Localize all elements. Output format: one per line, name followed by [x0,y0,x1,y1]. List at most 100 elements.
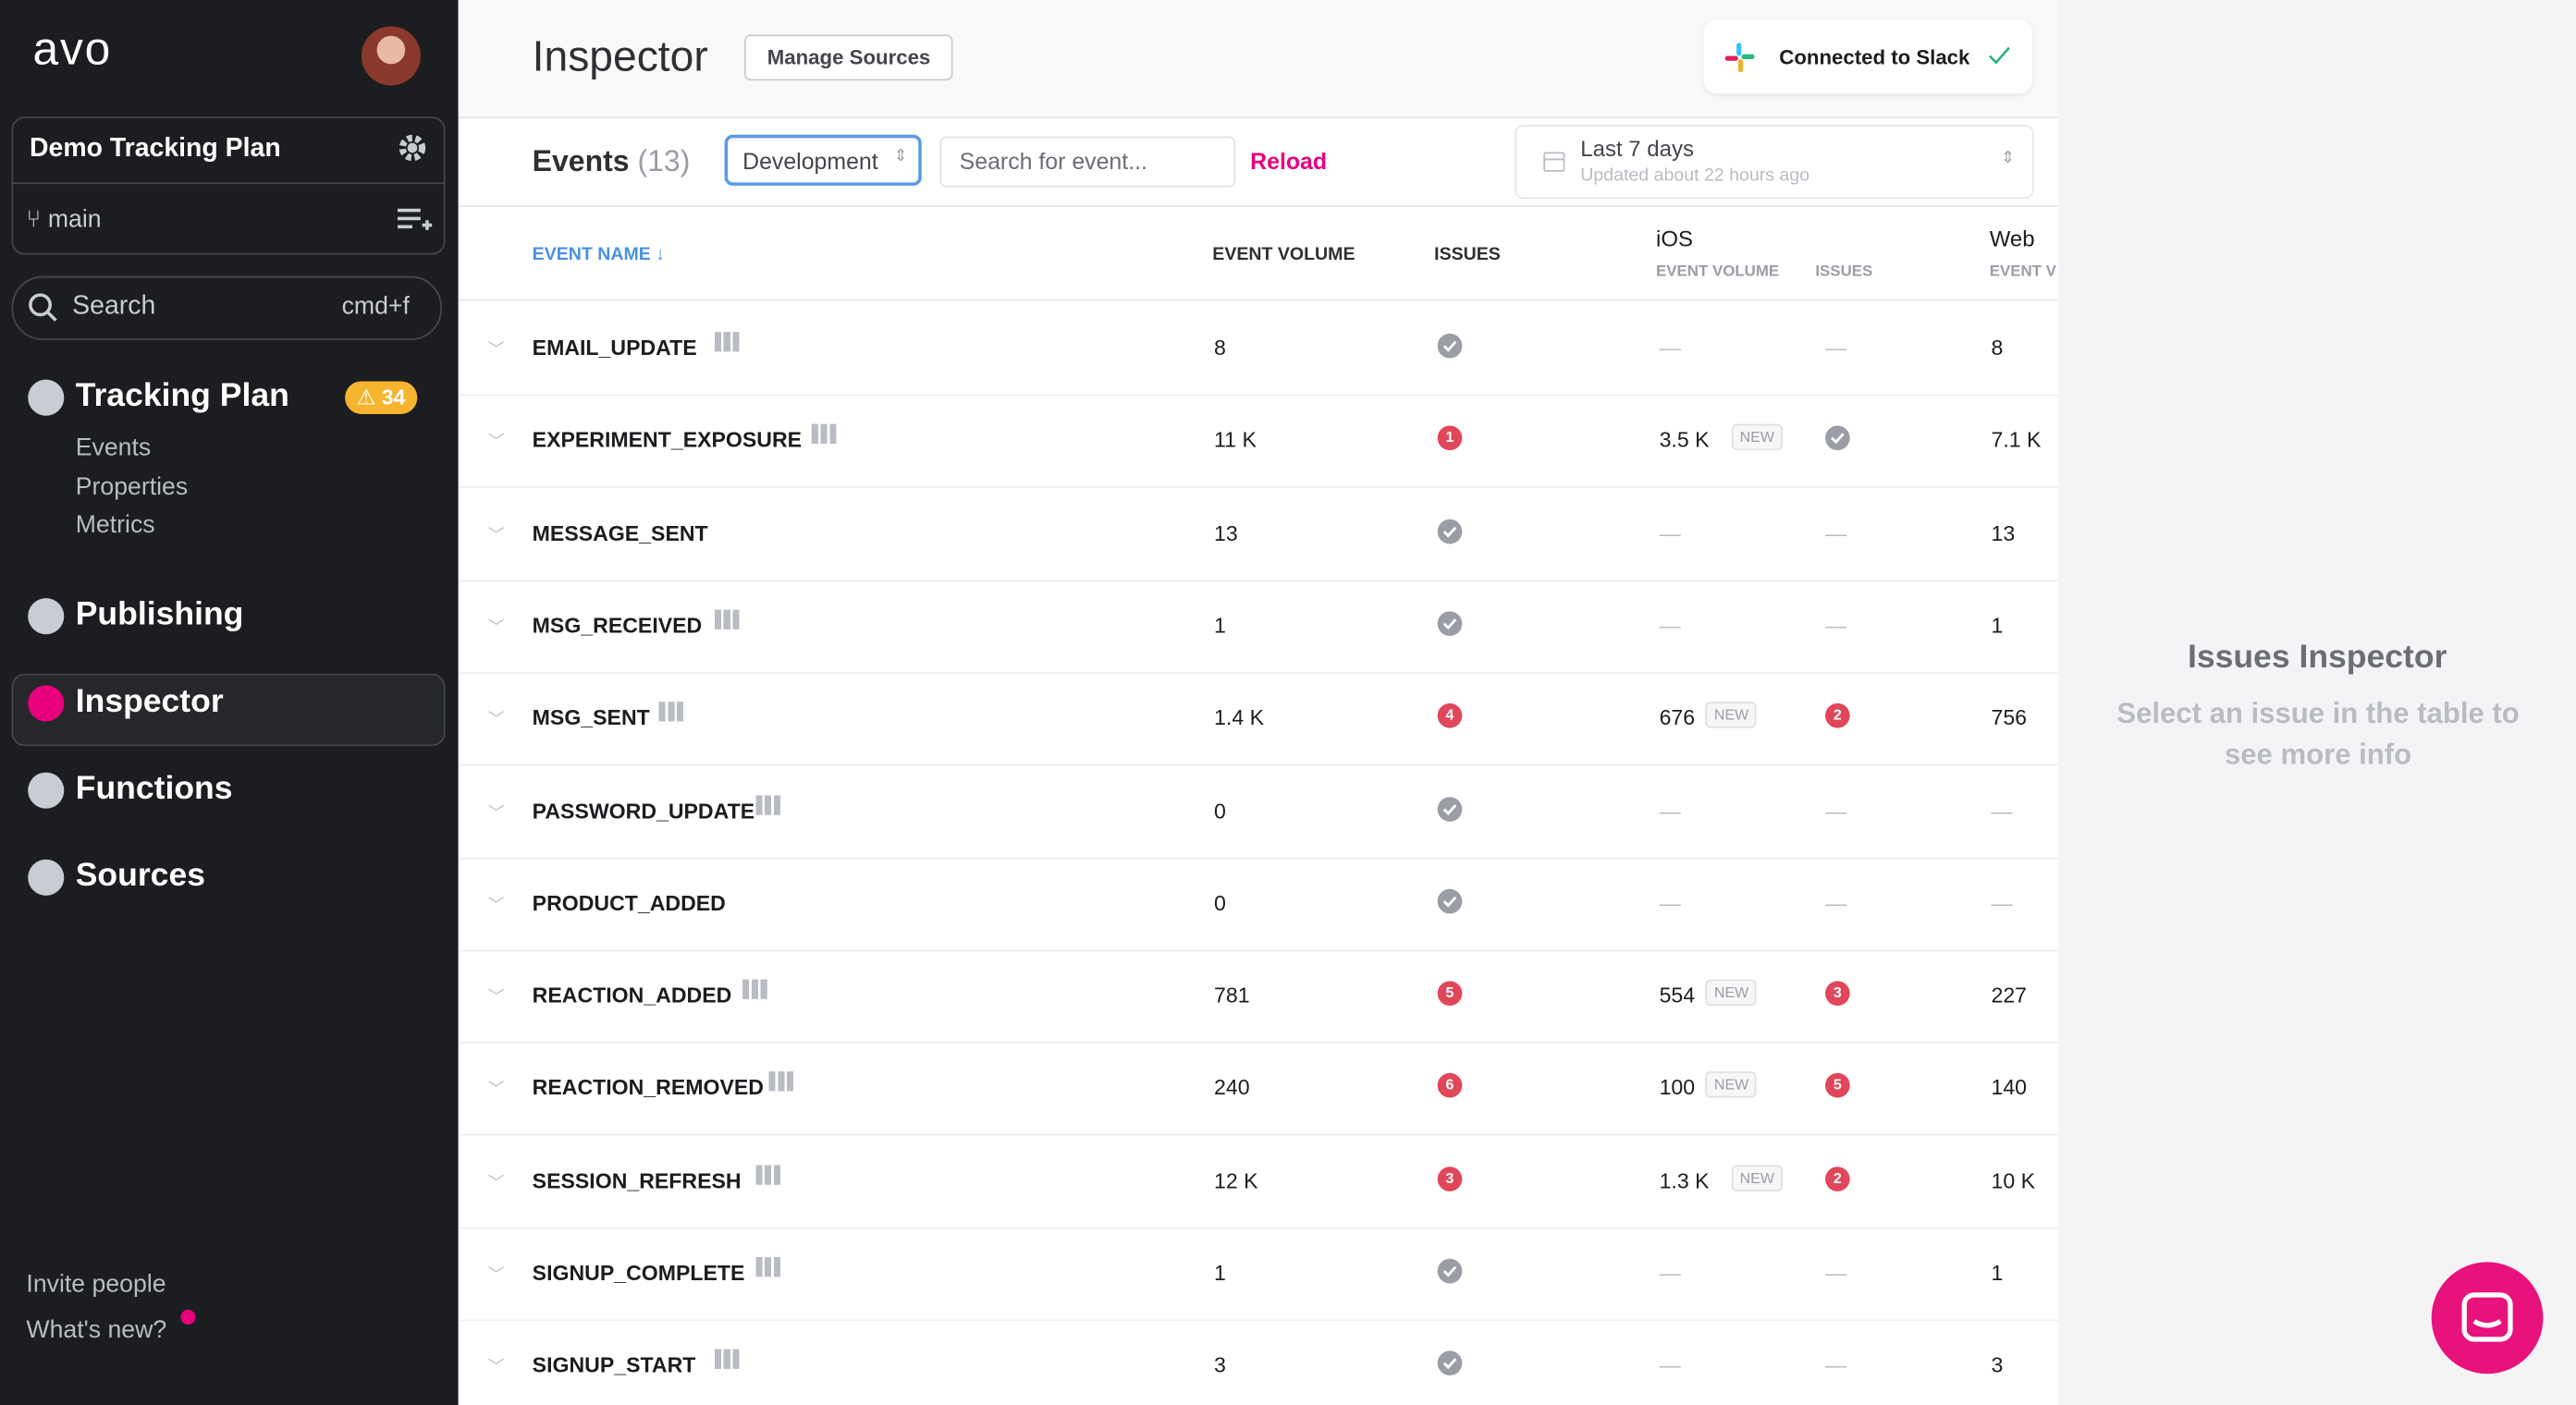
event-search[interactable] [939,136,1236,188]
slack-status: Connected to Slack [1779,45,1970,69]
expand-chevron[interactable]: ﹀ [487,804,505,823]
ok-icon [1437,519,1463,544]
event-name[interactable]: MESSAGE_SENT [532,519,708,545]
event-name[interactable]: REACTION_ADDED [532,983,732,1008]
ios-volume: 100 [1659,1075,1696,1101]
event-volume: 12 K [1214,1167,1258,1193]
check-mark [1442,618,1457,629]
reload-button[interactable]: Reload [1250,148,1328,175]
nav-item[interactable]: Functions [75,770,233,807]
ios-volume: 554 [1659,983,1696,1008]
issue-badge[interactable]: 2 [1825,703,1850,728]
check-mark [1442,1358,1457,1370]
nav-subitem[interactable]: Metrics [75,510,155,540]
expand-chevron[interactable]: ﹀ [487,526,505,545]
check-icon [1988,46,2011,65]
ok-icon [1437,611,1463,636]
expand-chevron[interactable]: ﹀ [487,897,505,915]
expand-chevron[interactable]: ﹀ [487,341,505,360]
row-divider [458,857,2059,859]
event-volume: 8 [1214,335,1226,360]
logo: avo [32,22,113,75]
branch-menu-icon[interactable] [396,205,433,235]
ios-volume: — [1659,1260,1681,1286]
workspace-name[interactable]: Demo Tracking Plan [29,134,281,164]
event-name[interactable]: REACTION_REMOVED [532,1075,764,1101]
column-header[interactable]: EVENT V [1989,263,2056,282]
column-header[interactable]: EVENT VOLUME [1656,263,1780,282]
chat-icon [2461,1292,2513,1342]
event-name[interactable]: MSG_SENT [532,705,650,730]
column-header[interactable]: EVENT VOLUME [1212,244,1355,265]
event-name[interactable]: PASSWORD_UPDATE [532,798,755,823]
column-header[interactable]: ISSUES [1815,263,1873,282]
issue-badge[interactable]: 1 [1437,425,1463,451]
event-volume: 1 [1214,1260,1226,1286]
new-badge: NEW [1731,424,1783,451]
expand-chevron[interactable]: ﹀ [487,712,505,730]
nav-item[interactable]: Publishing [75,596,244,633]
doc-icon [811,424,836,445]
main: Inspector Manage Sources Connected to Sl… [458,0,2059,1405]
nav-subitem[interactable]: Properties [75,472,189,501]
expand-chevron[interactable]: ﹀ [487,434,505,453]
event-name[interactable]: SESSION_REFRESH [532,1167,742,1193]
environment-select[interactable] [724,134,922,186]
expand-chevron[interactable]: ﹀ [487,1174,505,1193]
ios-volume: — [1659,335,1681,360]
event-name[interactable]: EXPERIMENT_EXPOSURE [532,427,803,453]
issue-badge[interactable]: 5 [1437,981,1463,1007]
expand-chevron[interactable]: ﹀ [487,1266,505,1286]
issue-badge[interactable]: 2 [1825,1166,1850,1191]
web-volume: 1 [1991,1260,2004,1286]
page-title: Inspector [532,31,708,81]
ok-icon [1825,425,1850,451]
issue-badge[interactable]: 6 [1437,1073,1463,1099]
settings-icon[interactable] [396,131,429,165]
ok-icon [1437,796,1463,822]
branch[interactable]: ⑂ main [26,205,102,234]
issue-badge[interactable]: 5 [1825,1073,1850,1099]
nav-item[interactable]: Inspector [75,683,224,720]
panel-hint: Select an issue in the table to see more… [2116,696,2520,771]
expand-chevron[interactable]: ﹀ [487,989,505,1008]
doc-icon [658,702,684,722]
issue-badge[interactable]: 3 [1437,1166,1463,1191]
footer-link[interactable]: Invite people [26,1270,166,1299]
issue-badge[interactable]: 3 [1825,981,1850,1007]
column-header[interactable]: ISSUES [1434,244,1501,265]
event-name[interactable]: SIGNUP_START [532,1352,696,1378]
expand-chevron[interactable]: ﹀ [487,619,505,638]
ios-volume: — [1659,890,1681,915]
avatar[interactable] [361,26,421,86]
search-box[interactable] [11,275,442,341]
date-arrows: ⇕ [2001,149,2016,168]
ok-icon [1437,1258,1463,1284]
footer-link[interactable]: What's new? [26,1316,167,1345]
manage-sources-button[interactable]: Manage Sources [743,34,954,81]
date-picker[interactable] [1515,125,2034,200]
event-name[interactable]: EMAIL_UPDATE [532,335,697,360]
check-mark [1442,896,1457,908]
chat-button[interactable] [2431,1262,2544,1374]
event-volume: 0 [1214,890,1226,915]
event-volume: 3 [1214,1352,1226,1378]
doc-icon [755,1164,780,1185]
event-search-placeholder: Search for event... [959,148,1147,175]
nav-item[interactable]: Sources [75,858,205,895]
row-divider [458,486,2059,489]
expand-chevron[interactable]: ﹀ [487,1081,505,1101]
event-name[interactable]: MSG_RECEIVED [532,612,703,638]
event-name[interactable]: SIGNUP_COMPLETE [532,1260,745,1286]
slack-card[interactable] [1703,19,2032,94]
event-name[interactable]: PRODUCT_ADDED [532,890,726,915]
event-volume: 1 [1214,612,1226,638]
nav-subitem[interactable]: Events [75,434,152,462]
nav-item[interactable]: Tracking Plan [75,377,289,415]
expand-chevron[interactable]: ﹀ [487,1359,505,1378]
issue-badge[interactable]: 4 [1437,703,1463,728]
events-title: Events (13) [533,144,691,178]
column-header[interactable]: EVENT NAME ↓ [532,244,666,265]
web-volume: 7.1 K [1991,427,2042,453]
